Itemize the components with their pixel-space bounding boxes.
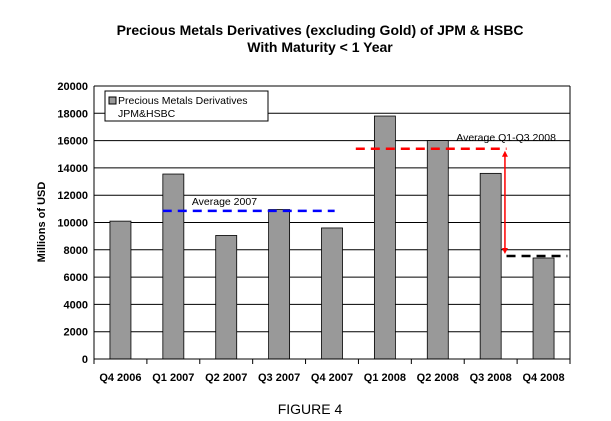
x-tick-label: Q1 2008 [364,372,406,384]
y-tick-label: 6000 [64,272,88,284]
bar [426,140,449,360]
y-tick-label: 18000 [57,108,88,120]
bar [321,227,343,360]
legend-swatch [108,96,117,105]
bar [532,257,555,360]
bar [479,172,502,360]
x-tick-label: Q2 2008 [417,372,459,384]
legend-label-line2: JPM&HSBC [118,108,176,120]
bar [162,173,185,360]
y-tick-label: 8000 [64,245,88,257]
bar [268,209,291,360]
legend: Precious Metals Derivatives JPM&HSBC [104,90,269,122]
y-tick-label: 16000 [57,136,88,148]
figure-caption: FIGURE 4 [278,401,343,417]
y-tick-label: 14000 [57,163,88,175]
average-label: Average 2007 [192,196,257,208]
y-tick-label: 2000 [64,327,88,339]
bar [373,115,396,360]
y-tick-label: 10000 [57,218,88,230]
arrow-head-up [501,150,508,157]
y-axis-label: Millions of USD [36,182,48,263]
average-label: Average Q1-Q3 2008 [456,132,556,144]
y-tick-label: 20000 [57,81,88,93]
x-tick-label: Q3 2007 [258,372,300,384]
x-tick-label: Q3 2008 [470,372,512,384]
y-tick-label: 4000 [64,299,88,311]
arrow-head-down [501,247,508,254]
y-tick-label: 0 [82,354,88,366]
legend-label-line1: Precious Metals Derivatives [118,95,248,107]
y-tick-label: 12000 [57,190,88,202]
x-tick-label: Q4 2008 [522,372,564,384]
bar [215,235,238,360]
x-tick-label: Q4 2007 [311,372,353,384]
x-tick-label: Q2 2007 [205,372,247,384]
bar [109,220,132,360]
chart-title-line1: Precious Metals Derivatives (excluding G… [117,22,524,38]
x-tick-label: Q4 2006 [99,372,141,384]
x-tick-label: Q1 2007 [152,372,194,384]
chart-title-line2: With Maturity < 1 Year [247,39,393,55]
